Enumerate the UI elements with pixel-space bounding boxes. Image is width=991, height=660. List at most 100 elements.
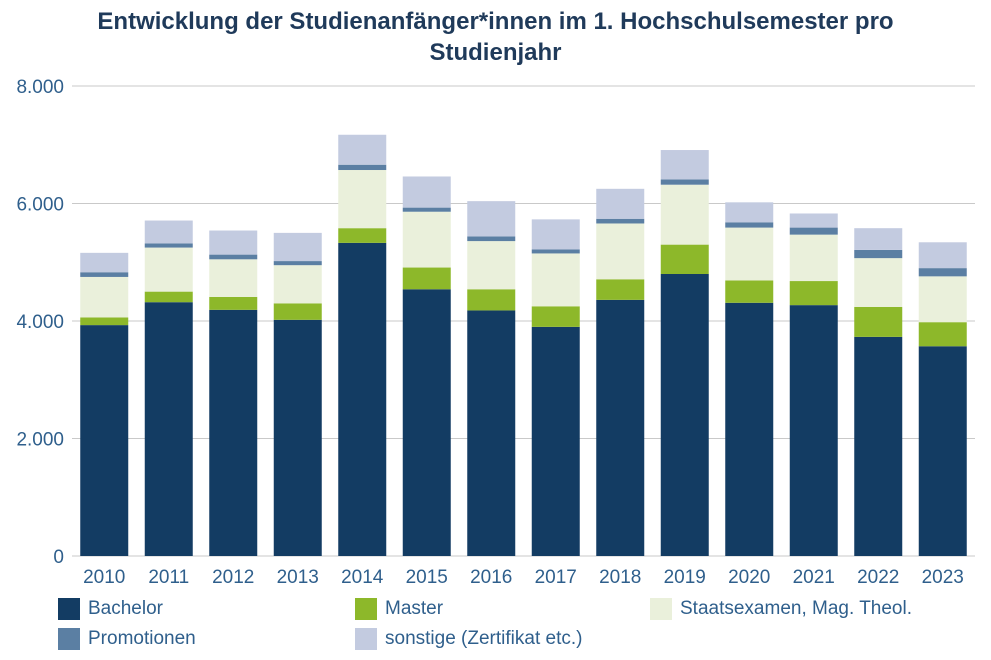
bar-segment xyxy=(467,236,516,242)
legend-item: Staatsexamen, Mag. Theol. xyxy=(650,598,912,620)
x-tick-label: 2010 xyxy=(83,567,125,588)
bar-segment xyxy=(273,303,322,320)
legend-item: Promotionen xyxy=(58,628,196,650)
bar-segment xyxy=(596,218,645,224)
bar-segment xyxy=(467,241,516,290)
bar-segment xyxy=(80,252,129,273)
bar-segment xyxy=(338,228,387,243)
bar-segment xyxy=(80,325,129,556)
bar-segment xyxy=(531,326,580,556)
bar-segment xyxy=(660,274,709,556)
bar-segment xyxy=(596,223,645,280)
legend-item: sonstige (Zertifikat etc.) xyxy=(355,628,582,650)
bar-segment xyxy=(725,280,774,303)
x-tick-label: 2023 xyxy=(922,567,964,588)
bar-segment xyxy=(660,150,709,180)
bar-segment xyxy=(402,176,451,208)
bar-segment xyxy=(338,164,387,171)
legend-label: Staatsexamen, Mag. Theol. xyxy=(680,598,912,619)
bar-segment xyxy=(467,289,516,311)
bar-segment xyxy=(531,219,580,250)
bar-segment xyxy=(338,242,387,557)
bar-segment xyxy=(918,276,967,323)
chart-title-line-2: Studienjahr xyxy=(429,39,562,66)
bar-segment xyxy=(209,230,258,255)
bar-segment xyxy=(467,201,516,237)
bar-segment xyxy=(144,302,193,556)
bar-segment xyxy=(854,306,903,337)
x-tick-label: 2019 xyxy=(664,567,706,588)
bar-segment xyxy=(918,268,967,277)
y-tick-label: 8.000 xyxy=(16,77,64,98)
bar-segment xyxy=(660,184,709,245)
x-tick-label: 2011 xyxy=(148,567,189,588)
x-tick-label: 2020 xyxy=(728,567,770,588)
bar-segment xyxy=(80,317,129,326)
bar-segment xyxy=(467,310,516,556)
x-tick-label: 2018 xyxy=(599,567,641,588)
bar-segment xyxy=(402,211,451,268)
bar-segment xyxy=(789,305,838,556)
x-tick-label: 2021 xyxy=(793,567,835,588)
bar-segment xyxy=(596,299,645,556)
bar-segment xyxy=(144,291,193,303)
bar-segment xyxy=(918,322,967,347)
bar-segment xyxy=(854,258,903,307)
x-tick-label: 2015 xyxy=(406,567,448,588)
x-tick-label: 2014 xyxy=(341,567,384,588)
bar-segment xyxy=(531,253,580,307)
legend-swatch xyxy=(650,598,672,620)
legend-item: Bachelor xyxy=(58,598,163,620)
x-tick-label: 2016 xyxy=(470,567,512,588)
x-tick-label: 2017 xyxy=(535,567,577,588)
bar-segment xyxy=(209,259,258,297)
chart-title: Entwicklung der Studienanfänger*innen im… xyxy=(0,6,991,68)
bar-segment xyxy=(402,207,451,212)
legend-item: Master xyxy=(355,598,443,620)
legend-label: Master xyxy=(385,598,444,619)
y-tick-label: 6.000 xyxy=(16,195,64,216)
bar-segment xyxy=(80,272,129,277)
bar-segment xyxy=(338,134,387,165)
bar-segment xyxy=(209,254,258,260)
legend-label: Promotionen xyxy=(88,628,196,649)
bar-segment xyxy=(144,247,193,292)
y-tick-label: 4.000 xyxy=(16,312,64,333)
bar-segment xyxy=(402,289,451,556)
chart-plot-area: 0 2.000 4.000 6.000 8.000 2010 2011 2012 2013 201… xyxy=(16,77,975,588)
bar-segment xyxy=(338,170,387,229)
x-tick-label: 2013 xyxy=(277,567,319,588)
chart-title-line-1: Entwicklung der Studienanfänger*innen im… xyxy=(97,8,894,35)
bar-segment xyxy=(273,261,322,266)
x-tick-label: 2022 xyxy=(857,567,899,588)
bar-segment xyxy=(596,188,645,219)
bar-segment xyxy=(144,220,193,244)
bar-segment xyxy=(273,265,322,304)
legend-swatch xyxy=(58,628,80,650)
bar-segment xyxy=(660,179,709,185)
bar-segment xyxy=(789,213,838,228)
bar-segment xyxy=(531,306,580,327)
bar-segment xyxy=(80,276,129,318)
bar-segment xyxy=(660,244,709,274)
bar-segment xyxy=(402,267,451,290)
legend-label: Bachelor xyxy=(88,598,163,619)
bar-segment xyxy=(854,228,903,250)
bar-segment xyxy=(725,222,774,228)
legend-label: sonstige (Zertifikat etc.) xyxy=(385,628,583,649)
bar-segment xyxy=(789,227,838,235)
bar-segment xyxy=(273,232,322,262)
bar-segment xyxy=(789,234,838,282)
bar-segment xyxy=(596,279,645,300)
bar-segment xyxy=(144,243,193,248)
legend-swatch xyxy=(355,628,377,650)
bar-segment xyxy=(789,281,838,306)
bar-segment xyxy=(725,202,774,223)
legend-swatch xyxy=(355,598,377,620)
y-tick-label: 0 xyxy=(53,547,64,568)
bar-segment xyxy=(725,227,774,281)
x-tick-label: 2012 xyxy=(212,567,254,588)
bar-segment xyxy=(209,296,258,310)
bar-segment xyxy=(918,346,967,556)
